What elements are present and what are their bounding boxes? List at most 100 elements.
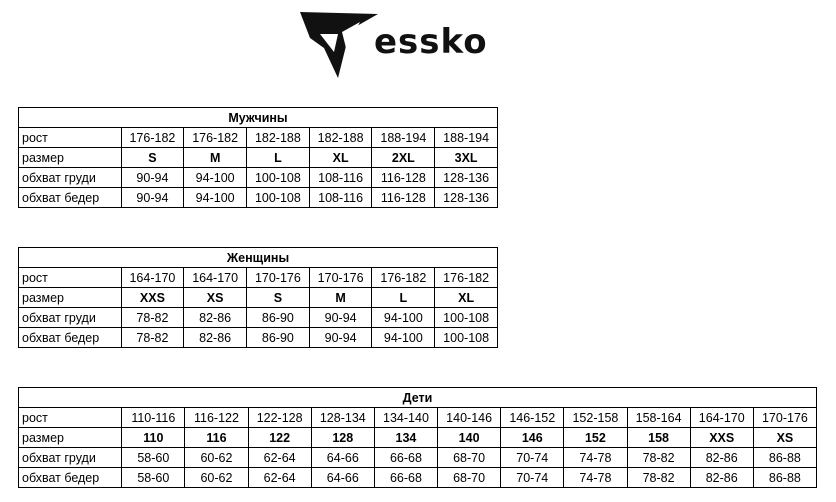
table-cell: 152 <box>563 427 628 448</box>
table-cell: 134 <box>373 427 439 448</box>
table-cell: 108-116 <box>308 187 373 208</box>
table-cell: 116-122 <box>184 407 249 428</box>
brand-logo: essko <box>298 8 528 84</box>
table-cell: M <box>308 287 373 308</box>
table-cell: L <box>371 287 436 308</box>
row-label: рост <box>18 127 122 148</box>
essko-shield-logo-icon <box>300 12 378 78</box>
table-cell: XL <box>434 287 498 308</box>
table-cell: 70-74 <box>500 447 565 468</box>
table-cell: 108-116 <box>308 167 373 188</box>
table-cell: 58-60 <box>121 447 186 468</box>
table-cell: 86-88 <box>752 447 818 468</box>
table-cell: 90-94 <box>308 327 373 348</box>
brand-name: essko <box>374 22 488 62</box>
table-cell: 62-64 <box>247 447 312 468</box>
table-cell: 176-182 <box>120 127 185 148</box>
row-label: обхват бедер <box>18 327 122 348</box>
table-cell: 100-108 <box>246 167 310 188</box>
row-label: обхват груди <box>18 307 122 328</box>
table-cell: 82-86 <box>183 327 248 348</box>
table-cell: 182-188 <box>308 127 373 148</box>
table-cell: 188-194 <box>371 127 436 148</box>
women-table-title: Женщины <box>18 247 498 268</box>
women-height-row: рост 164-170 164-170 170-176 170-176 176-182 1… <box>18 267 498 288</box>
table-cell: 140 <box>437 427 502 448</box>
men-table-title: Мужчины <box>18 107 498 128</box>
table-cell: 78-82 <box>626 447 691 468</box>
kids-height-row: рост 110-116 116-122 122-128 128-134 134-140 1… <box>17 407 818 428</box>
row-label: обхват бедер <box>17 467 123 488</box>
table-cell: S <box>120 147 185 168</box>
table-cell: 170-176 <box>752 407 818 428</box>
table-cell: 128 <box>310 427 375 448</box>
row-label: рост <box>17 407 123 428</box>
table-cell: 100-108 <box>434 307 498 328</box>
table-cell: 146 <box>500 427 565 448</box>
row-label: обхват груди <box>18 167 122 188</box>
table-cell: XXS <box>689 427 754 448</box>
table-cell: 58-60 <box>121 467 186 488</box>
table-cell: 82-86 <box>689 447 754 468</box>
table-cell: 176-182 <box>183 127 248 148</box>
table-cell: 100-108 <box>434 327 498 348</box>
table-cell: 164-170 <box>120 267 185 288</box>
table-cell: 90-94 <box>120 187 185 208</box>
table-cell: 164-170 <box>183 267 248 288</box>
table-cell: 86-88 <box>752 467 818 488</box>
table-cell: 78-82 <box>120 307 185 328</box>
table-cell: S <box>246 287 310 308</box>
row-label: рост <box>18 267 122 288</box>
table-cell: 122 <box>247 427 312 448</box>
men-size-table: Мужчины рост 176-182 176-182 182-188 182-188 1… <box>18 107 498 208</box>
table-cell: 74-78 <box>563 467 628 488</box>
table-cell: L <box>246 147 310 168</box>
table-cell: M <box>183 147 248 168</box>
table-cell: 176-182 <box>371 267 436 288</box>
women-size-table: Женщины рост 164-170 164-170 170-176 170-176 1… <box>18 247 498 348</box>
table-cell: 110 <box>121 427 186 448</box>
table-cell: 170-176 <box>246 267 310 288</box>
table-cell: 158-164 <box>626 407 691 428</box>
table-cell: 66-68 <box>373 467 439 488</box>
table-cell: 68-70 <box>437 447 502 468</box>
row-label: размер <box>18 147 122 168</box>
table-cell: 146-152 <box>500 407 565 428</box>
table-cell: 188-194 <box>434 127 498 148</box>
table-cell: 152-158 <box>563 407 628 428</box>
table-cell: 82-86 <box>689 467 754 488</box>
table-cell: 70-74 <box>500 467 565 488</box>
women-chest-row: обхват груди 78-82 82-86 86-90 90-94 94-100 10… <box>18 307 498 328</box>
men-height-row: рост 176-182 176-182 182-188 182-188 188-194 1… <box>18 127 498 148</box>
table-cell: 94-100 <box>183 187 248 208</box>
kids-size-table: Дети рост 110-116 116-122 122-128 128-134 134-… <box>17 387 818 488</box>
table-cell: 2XL <box>371 147 436 168</box>
table-cell: 116 <box>184 427 249 448</box>
men-hips-row: обхват бедер 90-94 94-100 100-108 108-116 116… <box>18 187 498 208</box>
table-cell: 128-134 <box>310 407 375 428</box>
table-cell: 94-100 <box>183 167 248 188</box>
table-cell: 86-90 <box>246 307 310 328</box>
table-cell: 122-128 <box>247 407 312 428</box>
table-cell: 164-170 <box>689 407 754 428</box>
table-cell: 78-82 <box>626 467 691 488</box>
men-chest-row: обхват груди 90-94 94-100 100-108 108-116 116… <box>18 167 498 188</box>
table-cell: 100-108 <box>246 187 310 208</box>
table-cell: 116-128 <box>371 167 436 188</box>
kids-table-title: Дети <box>18 387 817 408</box>
table-cell: 140-146 <box>437 407 502 428</box>
table-cell: 182-188 <box>246 127 310 148</box>
table-cell: XS <box>183 287 248 308</box>
table-cell: 62-64 <box>247 467 312 488</box>
row-label: размер <box>17 427 123 448</box>
women-size-row: размер XXS XS S M L XL <box>18 287 498 308</box>
table-cell: 158 <box>626 427 691 448</box>
table-cell: 94-100 <box>371 327 436 348</box>
table-cell: 90-94 <box>120 167 185 188</box>
table-cell: 60-62 <box>184 467 249 488</box>
table-cell: 94-100 <box>371 307 436 328</box>
table-cell: 116-128 <box>371 187 436 208</box>
table-cell: XXS <box>120 287 185 308</box>
table-cell: 170-176 <box>308 267 373 288</box>
row-label: обхват груди <box>17 447 123 468</box>
